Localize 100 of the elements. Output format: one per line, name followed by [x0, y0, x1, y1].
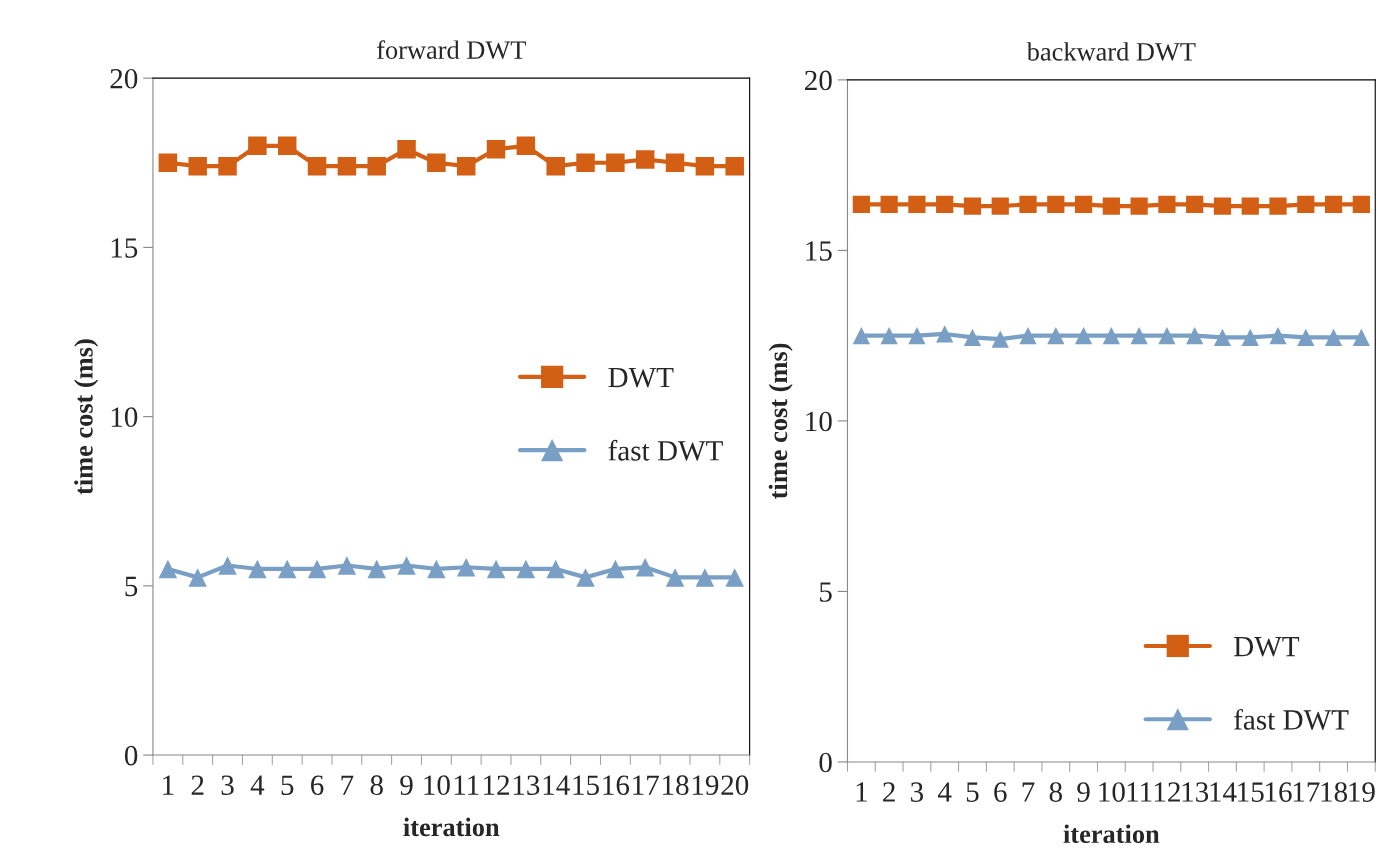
point [277, 136, 297, 156]
point [1130, 197, 1148, 215]
point [516, 559, 536, 579]
x-tick-label: 6 [994, 782, 1007, 802]
point [1102, 197, 1120, 215]
point [158, 153, 178, 173]
y-tick-label: 15 [806, 241, 832, 261]
point [576, 153, 595, 173]
point [576, 568, 595, 587]
point [188, 568, 207, 587]
x-tick-label: 14 [1210, 782, 1237, 802]
point [1047, 195, 1065, 213]
point [665, 153, 685, 173]
point [1019, 327, 1037, 345]
point [307, 559, 327, 579]
x-tick-label: 1 [856, 782, 867, 802]
x-axis-title: iteration [1063, 824, 1160, 844]
point [852, 327, 870, 345]
x-tick-label: 11 [1127, 782, 1152, 802]
point [880, 195, 898, 213]
point [963, 328, 982, 346]
point [1158, 327, 1176, 345]
point [606, 153, 625, 173]
x-tick-label: 2 [191, 775, 204, 795]
point [188, 156, 207, 176]
point [908, 195, 926, 213]
point [546, 559, 565, 579]
point [725, 156, 744, 176]
x-tick-label: 18 [1321, 782, 1348, 802]
x-tick-label: 9 [400, 775, 413, 796]
point [936, 195, 954, 213]
x-tick-label: 5 [966, 782, 979, 802]
point [1102, 327, 1120, 345]
point [1269, 327, 1287, 345]
point [1241, 328, 1259, 346]
point [635, 557, 655, 577]
legend-label: DWT [1234, 637, 1300, 657]
x-tick-label: 8 [370, 775, 383, 796]
point [1352, 195, 1370, 213]
point [248, 559, 267, 579]
x-tick-label: 17 [633, 775, 659, 795]
x-tick-label: 4 [937, 782, 952, 802]
x-tick-label: 4 [250, 775, 265, 795]
x-tick-label: 10 [424, 775, 450, 796]
point [991, 197, 1009, 215]
x-tick-label: 10 [1099, 782, 1125, 802]
x-tick-label: 13 [513, 775, 540, 796]
y-tick-label: 20 [805, 70, 832, 91]
y-tick-label: 10 [806, 411, 832, 432]
point [1074, 195, 1093, 213]
point [337, 156, 357, 176]
x-tick-label: 8 [1049, 782, 1062, 802]
point [307, 156, 327, 176]
x-tick-label: 12 [484, 775, 510, 795]
x-tick-label: 19 [692, 775, 719, 796]
x-tick-label: 5 [281, 775, 294, 796]
x-tick-label: 16 [1266, 782, 1292, 802]
point [852, 195, 870, 213]
x-tick-label: 11 [454, 775, 479, 795]
y-tick-label: 5 [820, 582, 832, 602]
x-tick-label: 16 [603, 775, 630, 796]
x-tick-label: 2 [883, 782, 895, 802]
x-tick-label: 15 [573, 775, 599, 796]
x-tick-label: 15 [1238, 782, 1264, 802]
point [991, 330, 1009, 348]
point [606, 559, 625, 579]
point [546, 156, 565, 176]
point [456, 557, 476, 577]
x-tick-label: 3 [221, 775, 234, 796]
point [880, 327, 898, 345]
point [1213, 197, 1232, 215]
point [1186, 195, 1204, 213]
x-tick-label: 19 [1349, 782, 1375, 802]
point [1158, 195, 1176, 213]
point [1352, 328, 1370, 346]
point [337, 556, 357, 575]
point [1130, 327, 1148, 345]
y-tick-label: 0 [819, 752, 832, 773]
x-tick-label: 13 [1182, 782, 1209, 802]
point [1324, 195, 1343, 213]
chart-title: forward DWT [377, 40, 526, 60]
point [367, 156, 386, 176]
x-tick-label: 6 [311, 775, 324, 796]
point [665, 568, 685, 587]
x-tick-label: 3 [911, 782, 924, 802]
x-axis-title: iteration [403, 817, 500, 837]
point [218, 556, 237, 575]
legend-label: DWT [608, 367, 674, 388]
y-tick-label: 15 [111, 238, 138, 258]
x-tick-label: 14 [543, 775, 570, 795]
point [1297, 195, 1315, 213]
x-tick-label: 18 [663, 775, 689, 796]
point [427, 153, 446, 173]
point [516, 136, 536, 156]
point [486, 139, 506, 159]
chart-title: backward DWT [1026, 42, 1196, 61]
y-axis-title: time cost (ms) [768, 343, 793, 499]
point [695, 568, 715, 587]
point [1186, 327, 1204, 345]
point [1324, 328, 1343, 346]
